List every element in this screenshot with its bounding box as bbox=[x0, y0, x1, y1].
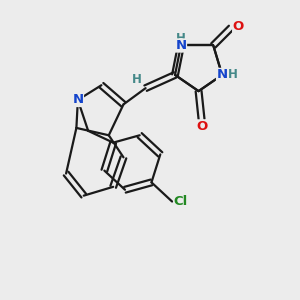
Text: O: O bbox=[196, 120, 207, 133]
Text: H: H bbox=[227, 68, 237, 81]
Text: N: N bbox=[176, 39, 187, 52]
Text: H: H bbox=[176, 32, 186, 45]
Text: Cl: Cl bbox=[174, 195, 188, 208]
Text: O: O bbox=[233, 20, 244, 33]
Text: N: N bbox=[217, 68, 228, 81]
Text: H: H bbox=[132, 73, 142, 86]
Text: N: N bbox=[72, 93, 83, 106]
